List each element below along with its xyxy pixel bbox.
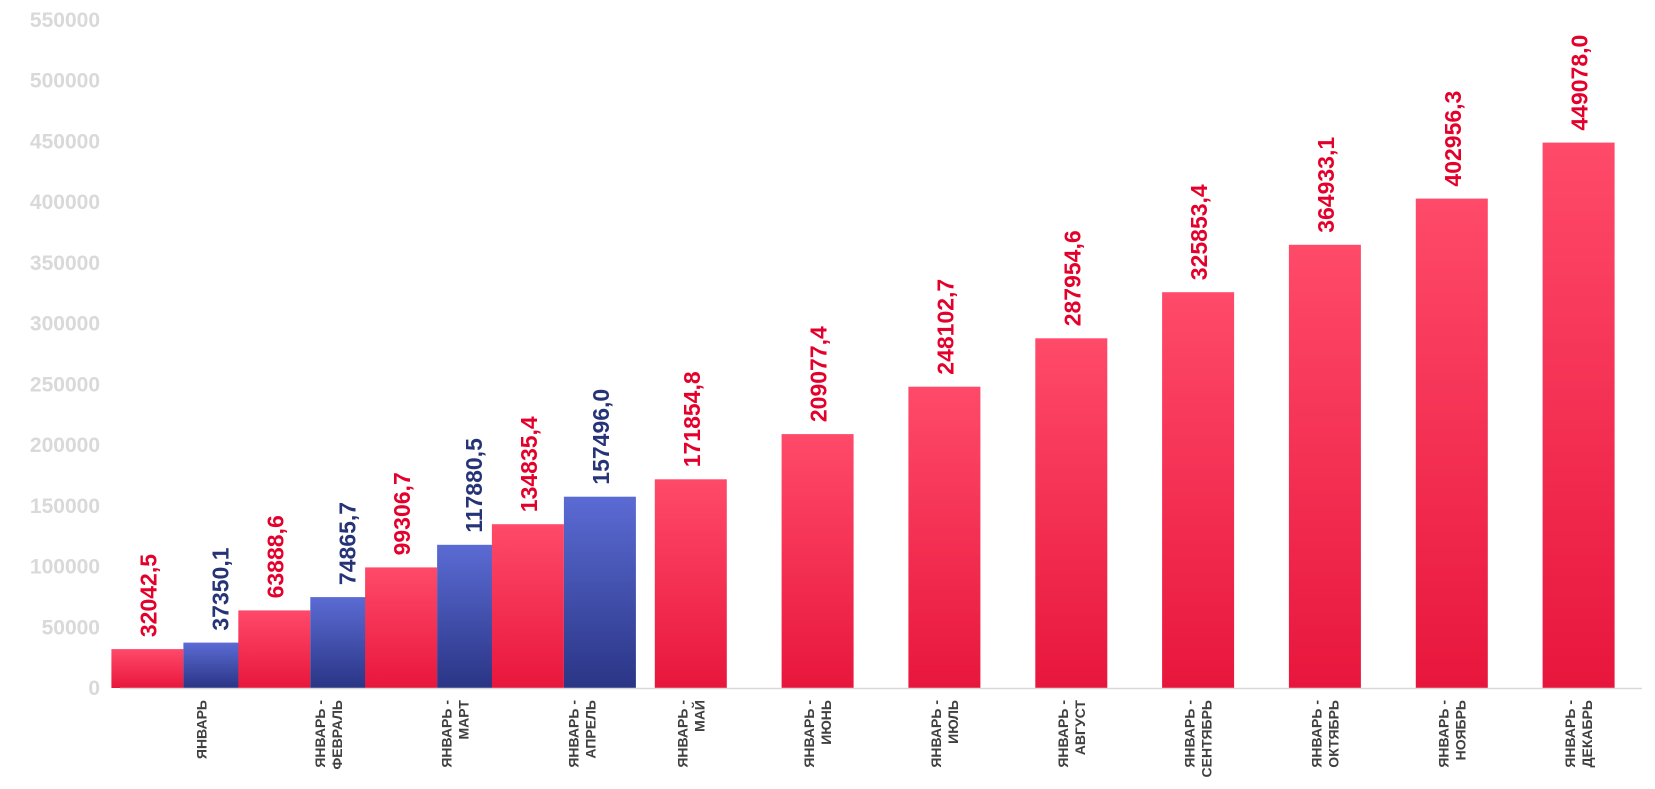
bar-series-1 [491, 524, 564, 688]
bar-series-1 [908, 386, 981, 688]
x-tick-label: ИЮНЬ [818, 700, 834, 745]
bar-series-1 [111, 649, 184, 688]
y-tick-label: 100000 [30, 556, 100, 579]
data-label: 74865,7 [334, 502, 360, 585]
bar-series-1 [1288, 244, 1361, 689]
x-tick-label: АВГУСТ [1072, 700, 1088, 756]
bar-series-1 [781, 434, 854, 688]
x-tick-label: ЯНВАРЬ - [1435, 700, 1451, 768]
y-tick-label: 250000 [30, 373, 100, 396]
data-label: 157496,0 [588, 389, 614, 485]
x-tick-label: ЯНВАРЬ - [565, 700, 581, 768]
y-tick-label: 0 [88, 677, 100, 700]
bar-series-1 [1162, 292, 1235, 688]
y-tick-label: 400000 [30, 191, 100, 214]
x-tick-label: МАЙ [690, 700, 707, 732]
y-tick-label: 200000 [30, 434, 100, 457]
x-tick-label: ЯНВАРЬ [193, 700, 209, 759]
data-label: 117880,5 [461, 438, 487, 533]
data-label: 248102,7 [932, 279, 958, 375]
data-label: 134835,4 [516, 416, 542, 512]
data-label: 99306,7 [389, 472, 415, 555]
x-tick-label: ЯНВАРЬ - [928, 700, 944, 768]
bar-series-1 [365, 567, 438, 688]
y-tick-label: 150000 [30, 495, 100, 518]
y-tick-label: 50000 [42, 616, 100, 639]
data-label: 449078,0 [1567, 35, 1593, 131]
y-tick-label: 500000 [30, 70, 100, 93]
data-labels: 32042,5 37350,1 63888,6 74865,7 99306,7 11788… [135, 35, 1592, 637]
bar-series-1 [1035, 338, 1108, 688]
data-label: 287954,6 [1059, 230, 1085, 326]
bars [111, 142, 1615, 689]
data-label: 171854,8 [679, 371, 705, 467]
y-tick-label: 350000 [30, 252, 100, 275]
x-tick-label: ЯНВАРЬ - [1055, 700, 1071, 768]
y-tick-label: 300000 [30, 313, 100, 336]
data-label: 402956,3 [1440, 91, 1466, 187]
x-tick-label: НОЯБРЬ [1452, 700, 1468, 760]
x-tick-label: ИЮЛЬ [945, 700, 961, 744]
x-tick-label: ЯНВАРЬ - [439, 700, 455, 768]
bar-series-1 [654, 479, 727, 688]
x-tick-label: АПРЕЛЬ [582, 700, 598, 759]
bar-series-2 [563, 496, 636, 688]
data-label: 209077,4 [806, 326, 832, 422]
x-tick-label: ОКТЯБРЬ [1325, 700, 1341, 768]
data-label: 325853,4 [1186, 184, 1212, 280]
y-tick-label: 550000 [30, 9, 100, 32]
data-label: 37350,1 [207, 547, 233, 630]
x-tick-label: ЯНВАРЬ - [1308, 700, 1324, 768]
x-tick-label: ЯНВАРЬ - [674, 700, 690, 768]
x-tick-label: СЕНТЯБРЬ [1199, 700, 1215, 777]
x-tick-label: ФЕВРАЛЬ [329, 700, 345, 770]
x-tick-label: ЯНВАРЬ - [1182, 700, 1198, 768]
bar-series-1 [238, 610, 311, 688]
y-tick-label: 450000 [30, 130, 100, 153]
data-label: 32042,5 [135, 554, 161, 637]
data-label: 364933,1 [1313, 137, 1339, 233]
x-axis: ЯНВАРЬ ЯНВАРЬ - ФЕВРАЛЬ ЯНВАРЬ - МАРТ ЯНВАРЬ … [120, 687, 1642, 777]
bar-series-1 [1542, 142, 1615, 689]
x-tick-label: МАРТ [456, 700, 472, 740]
x-tick-label: ЯНВАРЬ - [312, 700, 328, 768]
x-tick-label: ЯНВАРЬ - [801, 700, 817, 768]
data-label: 63888,6 [262, 515, 288, 598]
bar-series-1 [1415, 198, 1488, 688]
y-axis: 0 50000 100000 150000 200000 250000 300000 3500… [30, 9, 100, 700]
x-tick-label: ЯНВАРЬ - [1562, 700, 1578, 768]
x-tick-label: ДЕКАБРЬ [1579, 700, 1595, 767]
